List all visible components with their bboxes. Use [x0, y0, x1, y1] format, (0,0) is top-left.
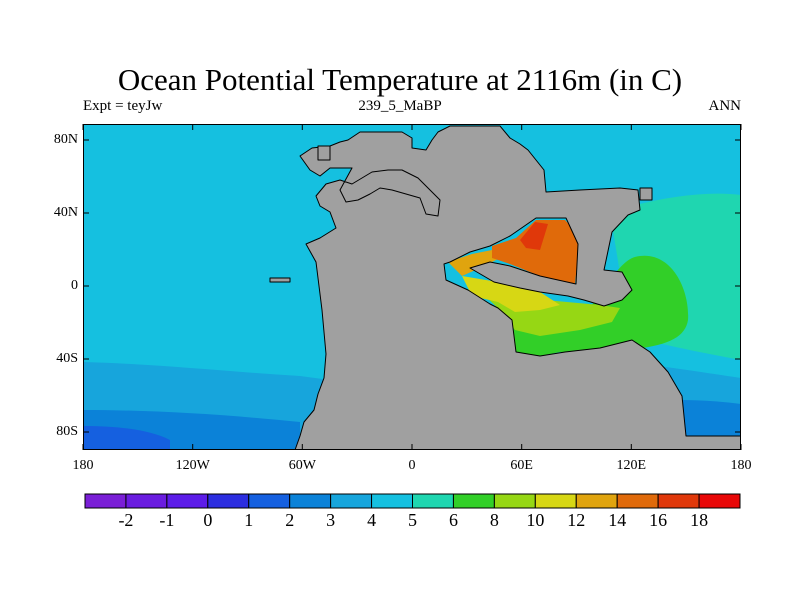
contour-8-east	[560, 255, 689, 352]
colorbar-swatch	[412, 493, 454, 509]
colorbar-swatch	[371, 493, 413, 509]
map-frame	[83, 124, 741, 450]
colorbar-label: 8	[489, 510, 499, 530]
colorbar-label: 12	[567, 510, 586, 530]
lon-tick-label: 0	[408, 458, 416, 473]
colorbar-swatch	[289, 493, 332, 509]
colorbar-label: 2	[285, 510, 295, 530]
colorbar-label: 6	[448, 510, 458, 530]
lat-tick-label: 80N	[53, 132, 78, 147]
colorbar-swatch	[207, 493, 250, 509]
contour-16-basin	[492, 220, 580, 284]
time-label: 239_5_MaBP	[358, 98, 442, 114]
colorbar-label: 10	[526, 510, 545, 530]
colorbar-label: 1	[244, 510, 254, 530]
colorbar-swatch	[452, 493, 495, 509]
experiment-label: Expt = teyJw	[83, 98, 163, 114]
lon-tick-label: 120E	[616, 458, 647, 473]
lon-tick-label: 180	[72, 458, 94, 473]
colorbar-swatch	[166, 493, 209, 509]
lat-tick-label: 40N	[53, 205, 78, 220]
colorbar-swatch	[534, 493, 577, 509]
season-label: ANN	[708, 98, 742, 114]
colorbar-swatch	[616, 493, 659, 509]
colorbar-label: 0	[203, 510, 213, 530]
colorbar-label: 18	[690, 510, 709, 530]
land-masses	[269, 125, 741, 450]
colorbar-label: 4	[367, 510, 377, 530]
colorbar-label: 5	[408, 510, 417, 530]
colorbar-swatch	[125, 493, 168, 509]
colorbar-swatch	[493, 493, 536, 509]
lon-tick-label: 120W	[175, 458, 210, 473]
contour-12-basin	[462, 276, 560, 312]
lon-tick-label: 180	[730, 458, 752, 473]
figure-title: Ocean Potential Temperature at 2116m (in…	[117, 62, 683, 97]
colorbar-swatch	[84, 493, 127, 509]
land-island-north	[317, 145, 331, 161]
colorbar-swatch	[330, 493, 373, 509]
land-island-east	[639, 187, 653, 201]
lon-tick-label: 60W	[288, 458, 316, 473]
colorbar-label: 14	[608, 510, 627, 530]
colorbar-label: 3	[326, 510, 336, 530]
colorbar-label: 16	[649, 510, 668, 530]
land-pangea	[294, 125, 741, 450]
lon-tick-label: 60E	[510, 458, 533, 473]
colorbar	[84, 493, 741, 509]
contour-2-south	[83, 426, 170, 450]
colorbar-swatch	[248, 493, 291, 509]
colorbar-swatch	[575, 493, 618, 509]
lat-tick-label: 40S	[56, 351, 78, 366]
contour-14-basin	[448, 250, 500, 276]
colorbar-label: -1	[159, 510, 175, 530]
lat-tick-label: 0	[71, 278, 78, 293]
colorbar-label: -2	[118, 510, 134, 530]
lat-tick-label: 80S	[56, 424, 78, 439]
contour-18-basin	[520, 222, 548, 250]
colorbar-swatch	[657, 493, 700, 509]
colorbar-swatch	[698, 493, 741, 509]
land-island-west	[269, 277, 291, 283]
